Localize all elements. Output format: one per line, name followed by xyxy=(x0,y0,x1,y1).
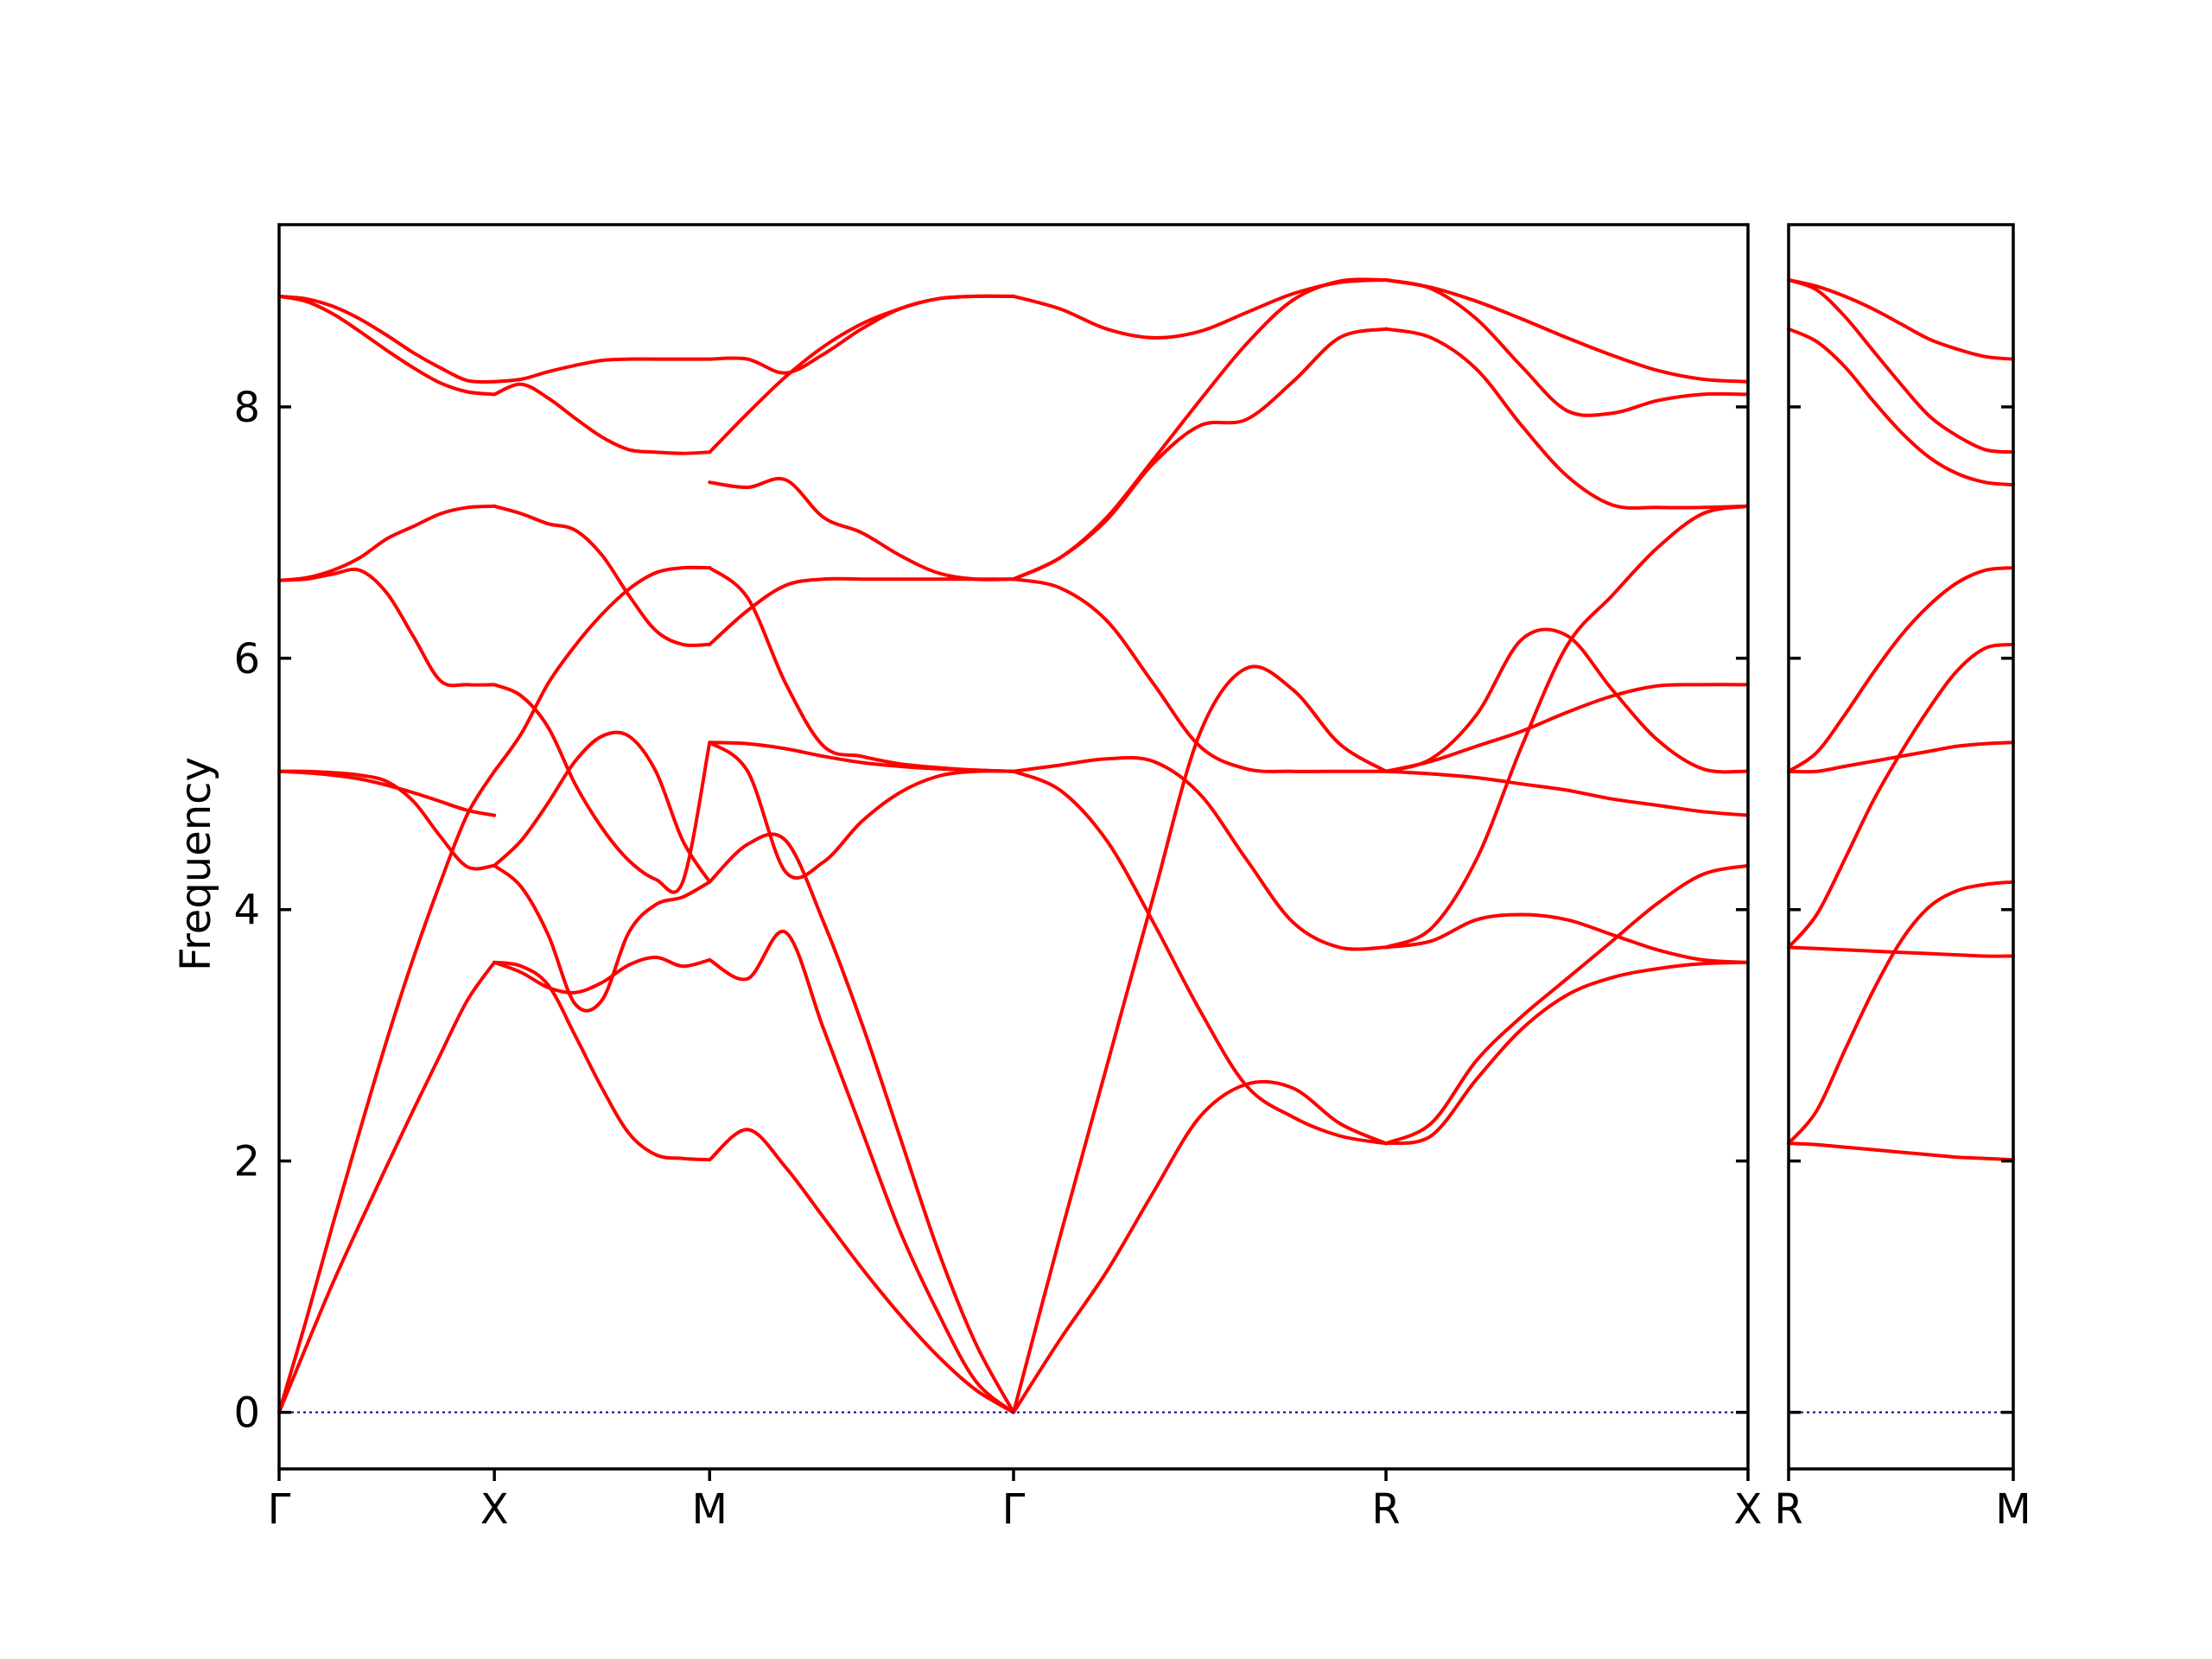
right-panel-frame xyxy=(1787,223,2015,1471)
x-tick-label: M xyxy=(692,1485,728,1534)
band-line-left-seg0-b1 xyxy=(277,769,497,1414)
band-line-left-seg0-b3 xyxy=(277,769,497,871)
band-line-left-seg0-b7 xyxy=(277,294,497,384)
band-line-left-seg4-b6 xyxy=(1384,683,1750,773)
band-line-right-seg0-b2 xyxy=(1787,945,2015,958)
x-tick-label: Γ xyxy=(1002,1485,1026,1534)
band-line-left-seg0-b2 xyxy=(277,769,497,817)
x-tick-label: R xyxy=(1371,1485,1400,1534)
band-line-left-seg4-b1 xyxy=(1384,863,1750,1146)
y-axis-title: Frequency xyxy=(172,757,220,971)
band-line-right-seg0-b5 xyxy=(1787,566,2015,773)
band-line-left-seg2-b8 xyxy=(708,476,1015,582)
band-line-right-seg0-b6 xyxy=(1787,327,2015,487)
right-y-ticks xyxy=(1789,405,2013,1414)
band-line-left-seg4-b9 xyxy=(1384,278,1750,384)
band-line-right-seg0-b8 xyxy=(1787,278,2015,361)
band-line-left-seg1-b3 xyxy=(493,730,712,884)
band-line-left-seg2-b0 xyxy=(708,1128,1015,1414)
band-line-left-seg4-b8 xyxy=(1384,278,1750,417)
band-line-left-seg0-b4 xyxy=(277,567,497,688)
band-line-left-seg2-b2 xyxy=(708,832,1015,1414)
band-line-left-seg3-b4 xyxy=(1012,577,1388,773)
x-tick-label: Γ xyxy=(268,1485,291,1534)
band-line-right-seg0-b0 xyxy=(1787,1141,2015,1162)
y-tick-label: 2 xyxy=(233,1138,260,1186)
band-line-left-seg1-b4 xyxy=(493,565,712,773)
x-tick-label: X xyxy=(1734,1485,1763,1534)
band-line-right-seg0-b7 xyxy=(1787,278,2015,454)
left-y-ticks: 0 2 4 6 8 xyxy=(233,384,1748,1438)
band-line-left-seg3-b7 xyxy=(1012,278,1388,340)
band-line-left-seg0-b6 xyxy=(277,294,497,397)
band-line-left-seg1-b2 xyxy=(493,863,712,1013)
band-line-right-seg0-b4 xyxy=(1787,741,2015,774)
band-line-left-seg4-b2 xyxy=(1384,912,1750,964)
band-line-left-seg4-b0 xyxy=(1384,960,1750,1146)
x-tick-label: M xyxy=(1995,1485,2031,1534)
band-line-left-seg4-b5 xyxy=(1384,627,1750,774)
band-line-left-seg1-b6 xyxy=(493,504,712,647)
left-panel-frame xyxy=(277,223,1750,1471)
band-line-left-seg1-b0 xyxy=(493,955,712,995)
band-line-left-seg4-b3 xyxy=(1384,504,1750,950)
left-bands xyxy=(277,277,1750,1414)
band-line-left-seg2-b5 xyxy=(708,566,1015,773)
band-line-left-seg2-b1 xyxy=(708,929,1015,1414)
band-line-left-seg1-b5 xyxy=(493,683,712,894)
band-line-left-seg0-b5 xyxy=(277,504,497,582)
band-line-left-seg1-b8 xyxy=(493,357,712,384)
y-tick-label: 6 xyxy=(233,635,260,683)
band-line-right-seg0-b3 xyxy=(1787,642,2015,950)
band-line-left-seg2-b7 xyxy=(708,294,1015,454)
band-line-left-seg4-b4 xyxy=(1384,769,1750,817)
band-line-left-seg4-b7 xyxy=(1384,327,1750,510)
band-line-left-seg3-b2 xyxy=(1012,769,1388,1146)
y-tick-label: 8 xyxy=(233,384,260,432)
band-line-left-seg3-b0 xyxy=(1012,1079,1388,1414)
left-panel: 0 2 4 6 8 Γ X M Γ R X xyxy=(233,223,1763,1534)
band-line-left-seg3-b6 xyxy=(1012,277,1388,582)
x-tick-label: R xyxy=(1774,1485,1802,1534)
band-line-left-seg0-b0 xyxy=(277,960,497,1414)
band-line-left-seg3-b1 xyxy=(1012,664,1388,1414)
band-line-right-seg0-b1 xyxy=(1787,880,2015,1146)
band-line-left-seg3-b3 xyxy=(1012,755,1388,951)
band-line-left-seg1-b7 xyxy=(493,382,712,455)
band-line-left-seg2-b9 xyxy=(708,294,1015,375)
y-tick-label: 4 xyxy=(233,887,260,935)
band-line-left-seg1-b1 xyxy=(493,960,712,1162)
x-tick-label: X xyxy=(480,1485,509,1534)
y-tick-label: 0 xyxy=(233,1389,260,1438)
band-line-left-seg2-b3 xyxy=(708,741,1015,880)
right-bands xyxy=(1787,278,2015,1162)
band-line-left-seg3-b5 xyxy=(1012,327,1388,582)
